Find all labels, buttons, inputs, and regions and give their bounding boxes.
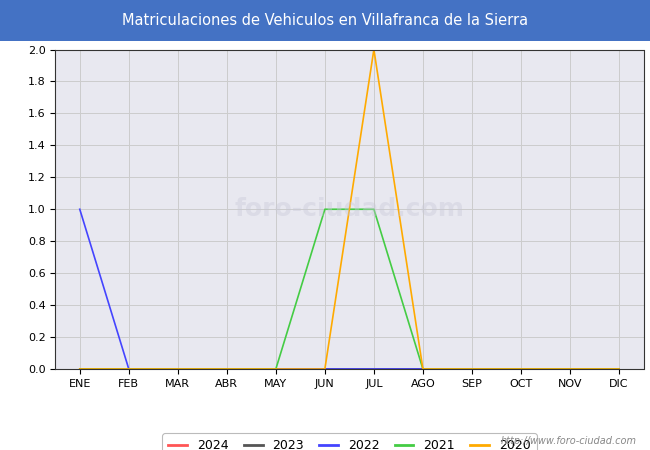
Legend: 2024, 2023, 2022, 2021, 2020: 2024, 2023, 2022, 2021, 2020 (162, 433, 537, 450)
Text: Matriculaciones de Vehiculos en Villafranca de la Sierra: Matriculaciones de Vehiculos en Villafra… (122, 13, 528, 28)
Text: foro-ciudad.com: foro-ciudad.com (235, 197, 464, 221)
Text: http://www.foro-ciudad.com: http://www.foro-ciudad.com (501, 436, 637, 446)
